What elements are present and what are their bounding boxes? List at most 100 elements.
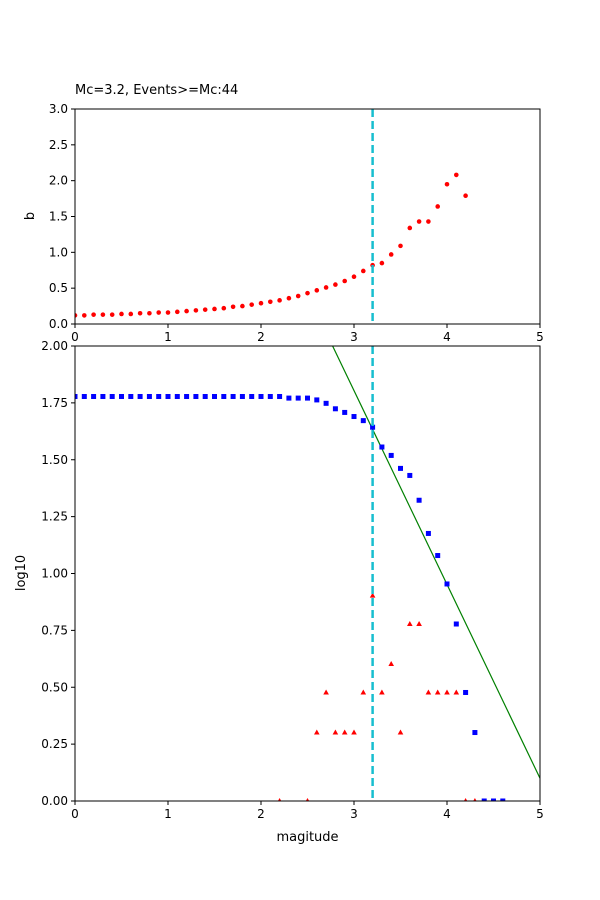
cumulative-count-point bbox=[109, 394, 115, 400]
bottom-x-tick-label: 3 bbox=[350, 807, 358, 821]
cumulative-count-point bbox=[230, 394, 236, 400]
noncumulative-count-point bbox=[453, 689, 460, 695]
bottom-x-tick-label: 5 bbox=[536, 807, 544, 821]
noncumulative-count-point bbox=[332, 729, 339, 735]
b-value-point bbox=[137, 310, 143, 316]
top-x-tick-label: 3 bbox=[350, 330, 358, 344]
noncumulative-count-point bbox=[434, 689, 441, 695]
cumulative-count-point bbox=[258, 394, 264, 400]
b-value-point bbox=[249, 302, 254, 307]
top-y-tick-label: 2.5 bbox=[49, 138, 68, 152]
b-value-point bbox=[128, 311, 134, 317]
top-plot-area: 0 1 2 3 4 5 0.0 0.5 1.0 1.5 2.0 2.5 3.0 bbox=[49, 102, 544, 344]
cumulative-count-point bbox=[398, 465, 403, 471]
b-value-point bbox=[463, 193, 468, 199]
b-value-point bbox=[314, 288, 320, 293]
bottom-y-tick-label: 0.50 bbox=[41, 680, 68, 694]
cumulative-count-point bbox=[491, 798, 496, 801]
top-y-tick-label: 1.5 bbox=[49, 210, 68, 224]
b-value-point bbox=[407, 225, 413, 231]
cumulative-count-point bbox=[212, 394, 217, 400]
noncumulative-count-point bbox=[379, 689, 385, 695]
b-value-point bbox=[240, 303, 245, 309]
b-value-point bbox=[119, 311, 124, 317]
gr-fit-line bbox=[332, 346, 540, 779]
b-value-point bbox=[295, 293, 301, 299]
b-value-point bbox=[286, 295, 292, 301]
b-value-point bbox=[379, 260, 385, 266]
cumulative-count-point bbox=[425, 530, 431, 536]
b-value-point bbox=[175, 309, 180, 315]
noncumulative-count-point bbox=[407, 621, 413, 627]
b-value-point bbox=[91, 312, 96, 317]
b-value-point bbox=[398, 243, 403, 249]
top-x-tick-label: 0 bbox=[71, 330, 79, 344]
b-value-point bbox=[454, 172, 459, 178]
b-value-point bbox=[435, 204, 441, 209]
cumulative-count-point bbox=[370, 424, 376, 430]
noncumulative-count-point bbox=[388, 661, 394, 667]
top-chart-title: Mc=3.2, Events>=Mc:44 bbox=[75, 83, 238, 98]
b-value-point bbox=[342, 278, 348, 284]
top-y-tick-label: 0.5 bbox=[49, 281, 68, 295]
noncumulative-count-point bbox=[341, 729, 348, 735]
cumulative-count-point bbox=[305, 395, 310, 401]
cumulative-count-point bbox=[184, 394, 190, 400]
bottom-y-tick-label: 1.75 bbox=[41, 396, 68, 410]
cumulative-count-point bbox=[342, 409, 348, 415]
bottom-y-axis-label: log10 bbox=[14, 555, 29, 591]
top-y-tick-label: 0.0 bbox=[49, 317, 68, 331]
b-value-point bbox=[221, 305, 227, 311]
cumulative-count-point bbox=[453, 621, 459, 627]
cumulative-count-point bbox=[202, 394, 208, 400]
cumulative-count-point bbox=[146, 394, 152, 400]
bottom-panel: 0 1 2 3 4 5 0.00 0.25 0.50 0.75 1.00 1.25 1.50 1.75 2.… bbox=[14, 339, 544, 845]
b-value-point bbox=[109, 312, 115, 317]
top-x-tick-label: 2 bbox=[257, 330, 265, 344]
top-y-tick-label: 1.0 bbox=[49, 245, 68, 259]
b-value-point bbox=[156, 310, 161, 315]
b-value-point bbox=[184, 308, 189, 314]
bottom-y-tick-label: 1.50 bbox=[41, 453, 68, 467]
cumulative-count-point bbox=[323, 400, 329, 406]
top-y-tick-label: 2.0 bbox=[49, 174, 68, 188]
cumulative-count-point bbox=[332, 406, 338, 412]
noncumulative-count-point bbox=[444, 689, 450, 695]
bottom-y-tick-label: 1.00 bbox=[41, 567, 68, 581]
top-x-tick-label: 5 bbox=[536, 330, 544, 344]
top-x-tick-label: 4 bbox=[443, 330, 451, 344]
noncumulative-count-point bbox=[360, 689, 367, 695]
b-value-point bbox=[351, 274, 357, 280]
noncumulative-count-point bbox=[369, 592, 376, 598]
cumulative-count-point bbox=[379, 444, 385, 450]
cumulative-count-point bbox=[416, 497, 422, 503]
b-value-point bbox=[202, 307, 208, 312]
cumulative-count-point bbox=[500, 798, 506, 801]
b-value-point bbox=[100, 312, 106, 317]
bottom-plot-area: 0 1 2 3 4 5 0.00 0.25 0.50 0.75 1.00 1.25 1.50 1.75 2.… bbox=[41, 339, 544, 821]
b-value-point bbox=[444, 181, 450, 187]
bottom-x-tick-label: 2 bbox=[257, 807, 265, 821]
bottom-y-tick-label: 0.25 bbox=[41, 737, 68, 751]
bottom-y-tick-label: 0.00 bbox=[41, 794, 68, 808]
cumulative-count-point bbox=[435, 553, 441, 559]
cumulative-count-point bbox=[472, 730, 478, 736]
cumulative-count-point bbox=[407, 472, 413, 478]
cumulative-count-point bbox=[286, 395, 292, 401]
bottom-y-tick-label: 0.75 bbox=[41, 623, 68, 637]
cumulative-count-point bbox=[351, 414, 357, 420]
bottom-y-tick-label: 2.00 bbox=[41, 339, 68, 353]
cumulative-count-point bbox=[165, 394, 171, 400]
top-panel: Mc=3.2, Events>=Mc:44 0 1 2 3 4 5 0.0 0.5 1.0 1.5… bbox=[23, 83, 544, 344]
cumulative-count-point bbox=[249, 394, 255, 400]
top-axes-frame bbox=[74, 108, 541, 325]
noncumulative-count-point bbox=[277, 798, 282, 801]
noncumulative-count-point bbox=[351, 729, 357, 735]
top-y-tick-label: 3.0 bbox=[49, 102, 68, 116]
cumulative-count-point bbox=[267, 394, 273, 400]
noncumulative-count-point bbox=[416, 621, 422, 627]
noncumulative-count-point bbox=[473, 798, 477, 801]
b-value-point bbox=[212, 306, 217, 312]
cumulative-count-point bbox=[156, 394, 162, 400]
